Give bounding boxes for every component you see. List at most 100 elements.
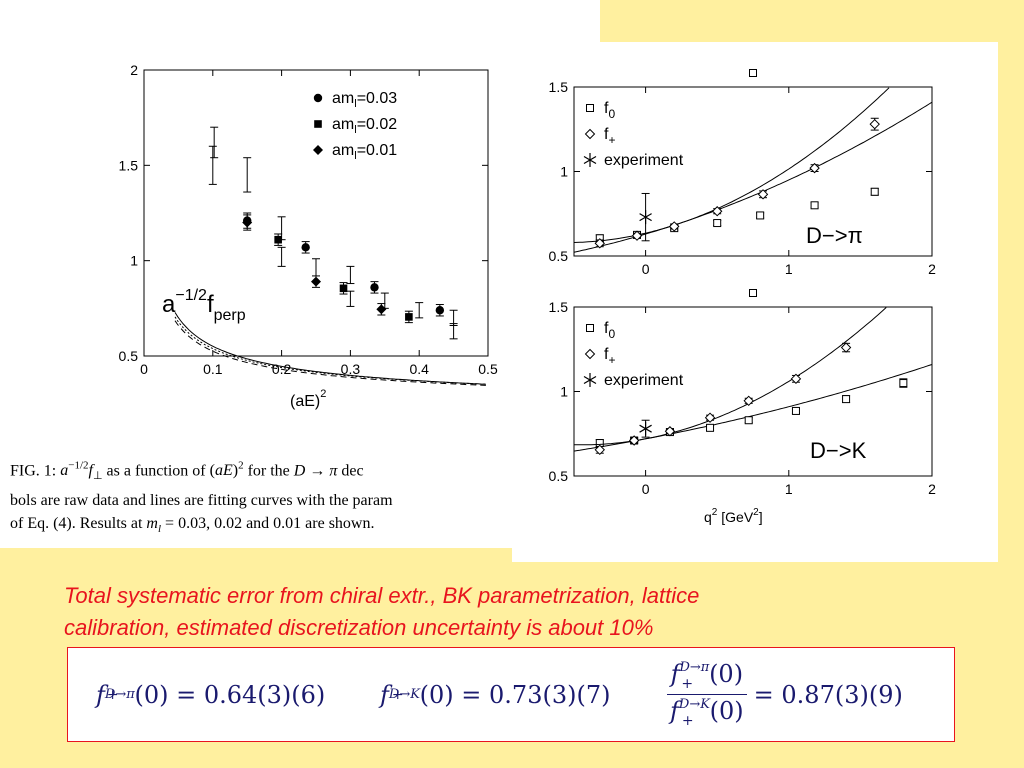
dpi-data-point-open-diamond [631,230,643,241]
data-point-circle [301,243,310,252]
legend-marker-circle [313,93,323,103]
ratio-fraction: fD→π+ (0) fD→K+ (0) [666,660,748,729]
dpi-ytick-label: 1 [560,164,568,180]
caption-math-dpi: D → π [293,462,338,480]
f2-value: (0) = 0.73(3)(7) [419,680,611,709]
note-line-1: Total systematic error from chiral extr.… [64,583,700,608]
dpi-legend-marker [586,104,594,112]
dpi-data-point-open-square [810,201,819,210]
data-point-diamond [242,217,253,228]
dpi-legend-label: f+ [604,126,615,147]
den-subscript: + [681,713,694,729]
dk-data-point-open-diamond [664,426,676,437]
dpi-data-point-open-diamond [669,221,680,232]
left-figure-panel [0,0,600,548]
num-arg: (0) [709,660,744,688]
dpi-ytick-label: 1.5 [549,79,569,95]
ratio-value: = 0.87(3)(9) [753,680,903,709]
f2-subscript: + [391,686,404,703]
dpi-legend-marker [584,128,596,140]
systematic-error-note: Total systematic error from chiral extr.… [64,580,964,644]
dpi-legend-label: experiment [604,152,684,169]
dpi-data-point-open-diamond [809,162,820,174]
dpi-legend-marker [583,153,597,167]
dpi-data-point-open-diamond [594,238,605,249]
dpi-xtick-label: 2 [928,261,936,277]
legend-label-diamond: aml=0.01 [332,142,397,162]
caption-math-a: a−1/2f⊥ [60,460,103,483]
dk-xtick-label: 1 [785,481,793,497]
den-superscript: D→K [678,697,710,712]
caption-line-2: bols are raw data and lines are fitting … [10,491,393,509]
f1-subscript: + [106,686,119,703]
legend-marker-diamond [313,145,323,155]
f1-superscript: D→π [104,687,135,702]
caption-line-1: FIG. 1: a−1/2f⊥ as a function of (aE)2 f… [10,455,515,489]
f2-superscript: D→K [388,687,420,702]
dpi-data-point-asterisk [639,210,652,225]
dpi-legend-label: f0 [604,100,615,121]
caption-math-ml: ml = 0.03, 0.02 and 0.01 [146,514,302,535]
dpi-xtick-label: 0 [642,261,650,277]
fperp-xlabel: (aE)2 [290,388,326,410]
dk-data-point-open-square [791,406,800,415]
dk-data-point-open-diamond [743,395,754,407]
fperp-xtick-label: 0 [140,361,148,377]
dk-data-point-open-diamond [628,435,640,446]
ratio-denominator: fD→K+ (0) [666,695,748,729]
dk-legend-marker [583,373,597,387]
dk-data-point-open-diamond [840,342,852,353]
dk-data-point-open-square [706,423,715,432]
dk-data-point-open-diamond [790,373,802,385]
fit-curve-dashed [174,320,486,386]
fperp-ytick-label: 1 [130,253,138,269]
dk-axes-frame [573,306,933,477]
caption-text-4: of Eq. (4). Results at [10,514,147,532]
dk-legend-marker [584,348,596,360]
formula-ratio: fD→π+ (0) fD→K+ (0) = 0.87(3)(9) [666,648,903,741]
f1-symbol: f [96,680,105,709]
caption-math-ae: (aE)2 [209,460,244,480]
dk-data-point-open-square [744,416,753,425]
dpi-outlier-marker [749,69,757,77]
fperp-ytick-label: 0.5 [119,348,139,364]
dk-ytick-label: 1 [560,384,568,400]
legend-marker-square [314,120,322,128]
legend-label-circle: aml=0.03 [332,90,397,110]
dk-xtick-label: 2 [928,481,936,497]
dpi-data-point-open-diamond [711,206,723,217]
data-point-circle [435,306,445,315]
dk-annotation: D−>K [810,438,867,463]
dk-legend-label: f0 [604,320,615,341]
fperp-ytick-label: 1.5 [119,157,139,173]
dk-fit-curve [573,307,887,446]
caption-text-3: dec [337,462,364,480]
ratio-numerator: fD→π+ (0) [666,660,748,695]
dk-ytick-label: 1.5 [549,299,569,315]
dk-outlier-marker [749,289,757,297]
dk-ytick-label: 0.5 [549,468,569,484]
dk-data-point-open-diamond [594,444,605,456]
num-subscript: + [681,676,694,692]
fperp-annotation: a−1/2fperp [162,287,246,324]
data-point-square [405,313,413,321]
fperp-xtick-label: 0.3 [341,361,361,377]
num-superscript: D→π [679,660,710,675]
dpi-xtick-label: 1 [785,261,793,277]
fit-curve-solid [174,312,486,385]
fperp-xtick-label: 0.4 [409,361,429,377]
caption-text-1: as a function of [102,462,210,480]
fperp-xtick-label: 0.1 [203,361,223,377]
fperp-xtick-label: 0.5 [478,361,498,377]
data-point-diamond [376,304,387,315]
data-point-circle [370,283,379,292]
figure-caption: FIG. 1: a−1/2f⊥ as a function of (aE)2 f… [10,455,515,541]
dpi-data-point-open-square [713,219,722,228]
dpi-data-point-open-diamond [869,118,880,130]
legend-label-square: aml=0.02 [332,116,397,136]
caption-text-5: are shown. [301,514,375,532]
dpi-annotation: D−>π [806,223,863,248]
den-arg: (0) [709,697,744,725]
dk-legend-label: experiment [604,372,684,389]
